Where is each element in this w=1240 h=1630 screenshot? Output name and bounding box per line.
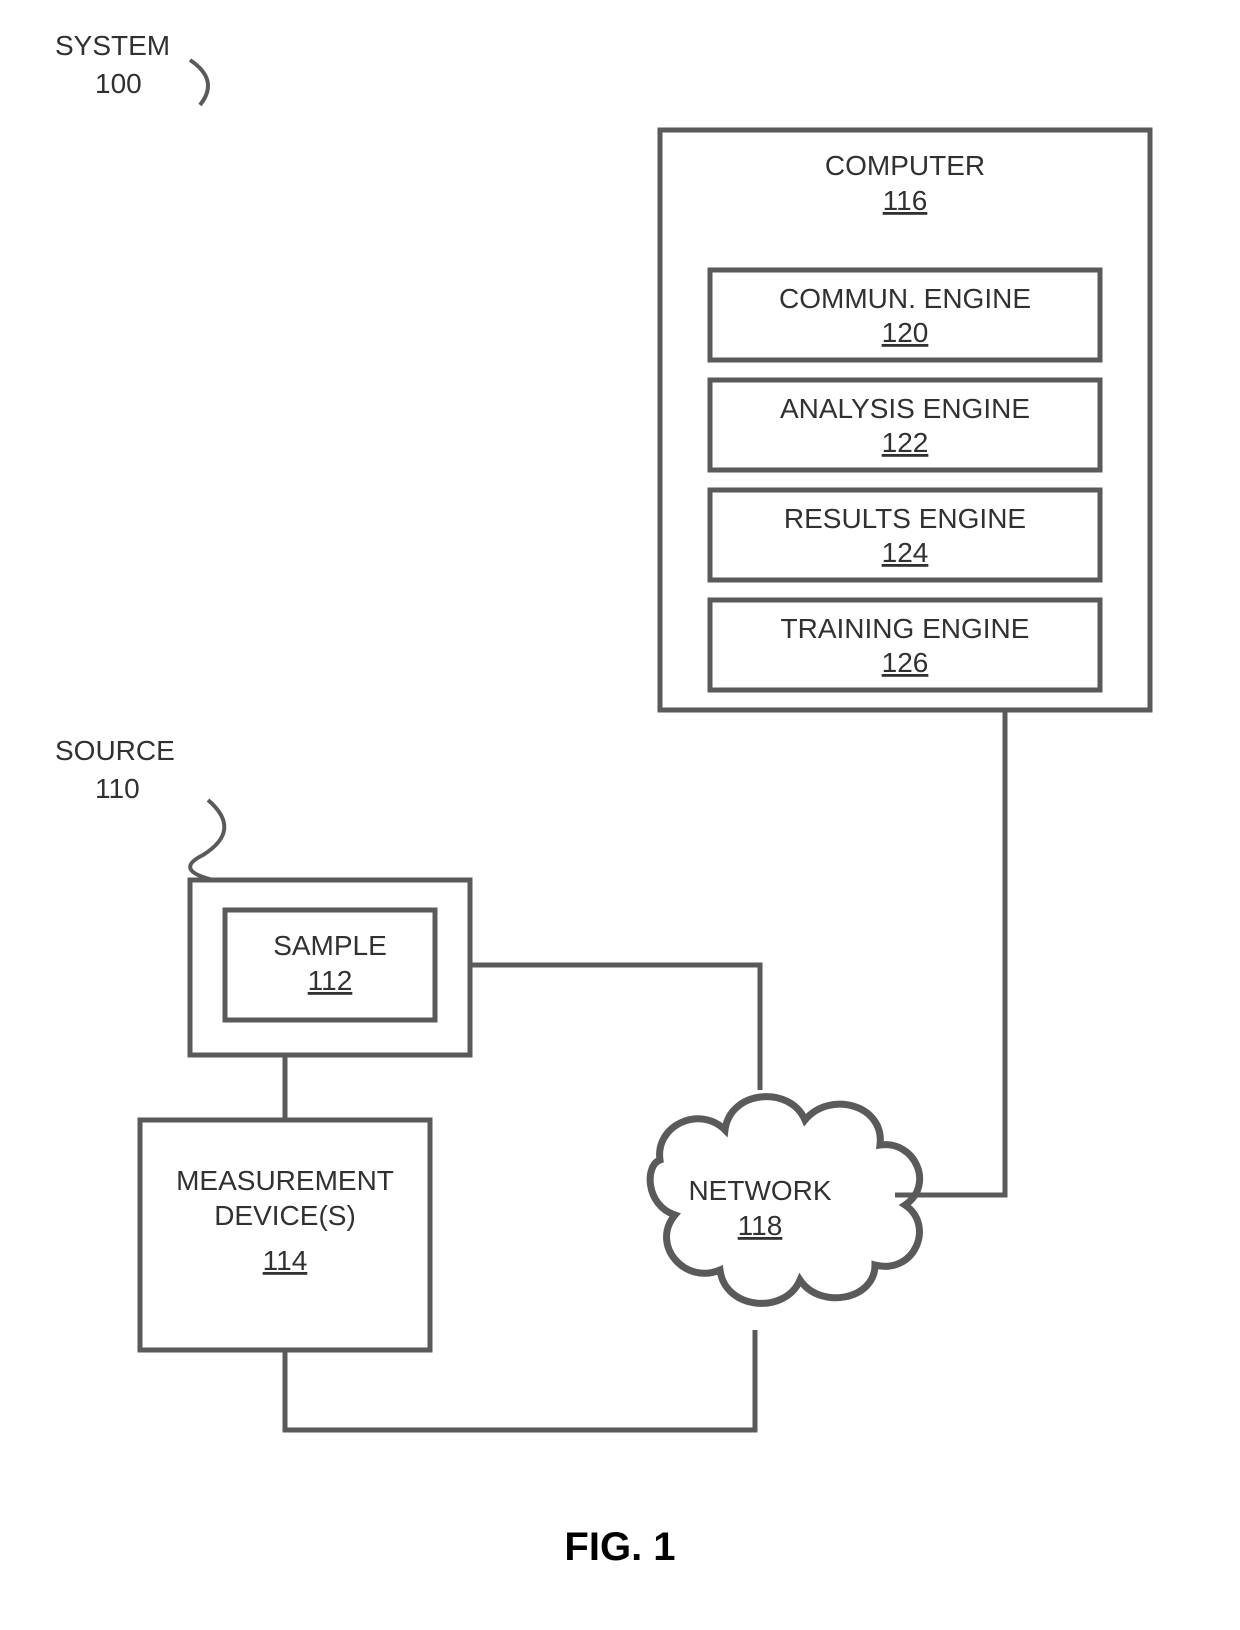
engine-title-1: ANALYSIS ENGINE bbox=[780, 393, 1030, 424]
engine-title-0: COMMUN. ENGINE bbox=[779, 283, 1031, 314]
computer-title: COMPUTER bbox=[825, 150, 985, 181]
system-leader bbox=[190, 60, 208, 105]
system-number: 100 bbox=[95, 68, 142, 99]
measurement-title-1: MEASUREMENT bbox=[176, 1165, 394, 1196]
network-number: 118 bbox=[738, 1210, 783, 1241]
source-number: 110 bbox=[95, 773, 140, 804]
diagram-canvas: SYSTEM 100 SOURCE 110 COMPUTER 116 COMMUN. ENG… bbox=[0, 0, 1240, 1630]
engine-title-2: RESULTS ENGINE bbox=[784, 503, 1026, 534]
engine-title-3: TRAINING ENGINE bbox=[781, 613, 1030, 644]
engine-number-1: 122 bbox=[882, 427, 929, 458]
measurement-title-2: DEVICE(S) bbox=[214, 1200, 356, 1231]
sample-number: 112 bbox=[308, 965, 353, 996]
conn-meas-net bbox=[285, 1330, 755, 1430]
source-label: SOURCE bbox=[55, 735, 175, 766]
figure-label: FIG. 1 bbox=[564, 1525, 675, 1569]
measurement-box bbox=[140, 1120, 430, 1350]
engine-number-0: 120 bbox=[882, 317, 929, 348]
engine-number-3: 126 bbox=[882, 647, 929, 678]
source-leader bbox=[190, 800, 224, 880]
engine-number-2: 124 bbox=[882, 537, 929, 568]
conn-computer-net bbox=[895, 710, 1005, 1195]
network-title: NETWORK bbox=[688, 1175, 831, 1206]
measurement-number: 114 bbox=[263, 1245, 308, 1276]
system-label: SYSTEM bbox=[55, 30, 170, 61]
conn-sample-net bbox=[470, 965, 760, 1090]
sample-title: SAMPLE bbox=[273, 930, 387, 961]
computer-number: 116 bbox=[883, 185, 928, 216]
